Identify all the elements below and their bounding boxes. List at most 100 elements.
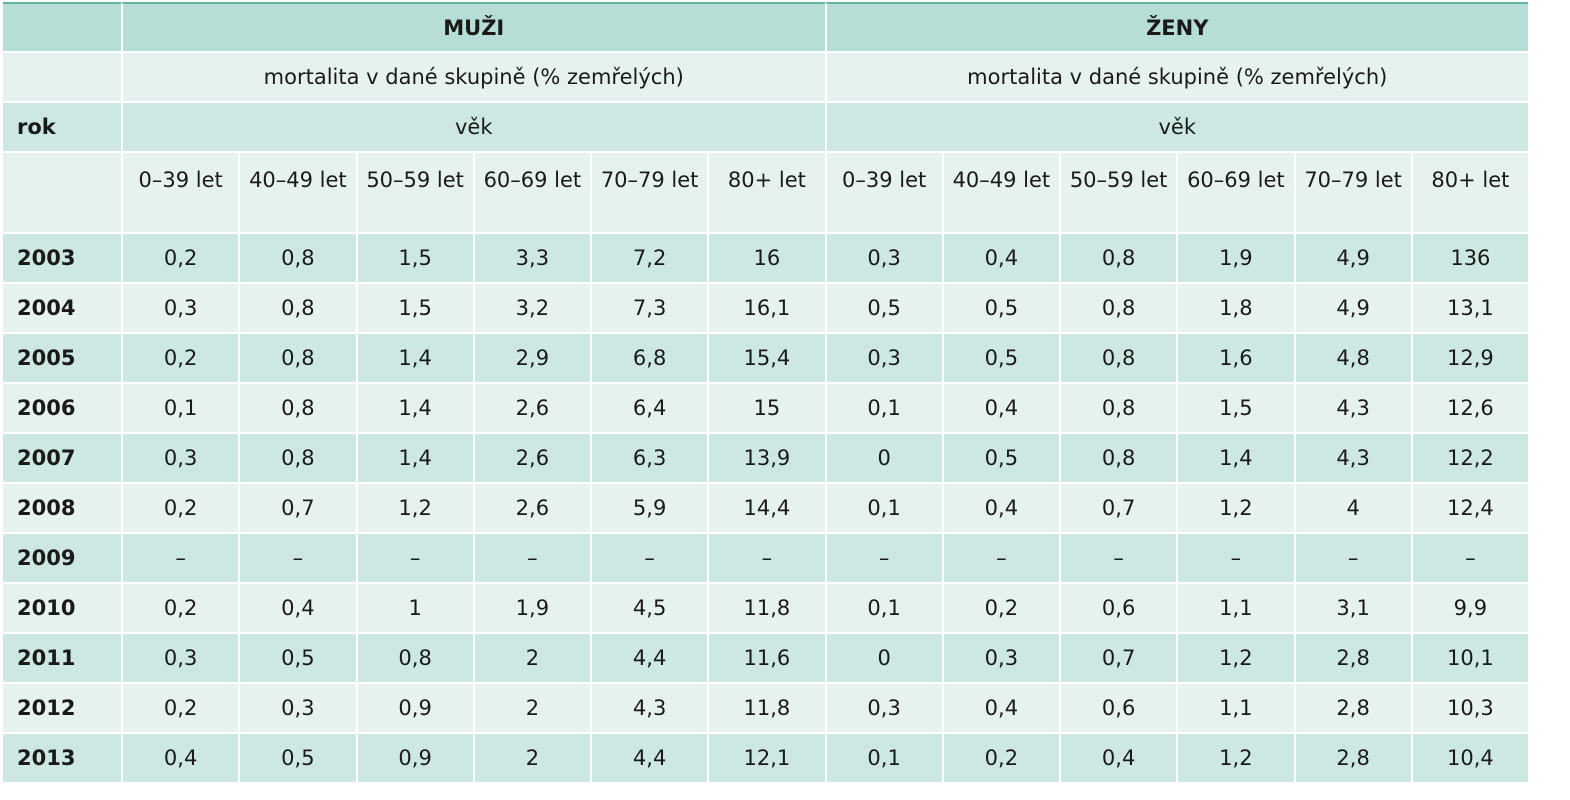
- mortality-table: MUŽI ŽENY mortalita v dané skupině (% ze…: [3, 2, 1528, 784]
- value-cell-zeny: 4,9: [1293, 284, 1411, 334]
- value-cell-muzi: 1,2: [355, 484, 473, 534]
- value-cell-muzi: 0,4: [238, 584, 356, 634]
- value-cell-muzi: 0,5: [238, 634, 356, 684]
- year-cell: 2004: [3, 284, 121, 334]
- value-cell-muzi: –: [472, 534, 590, 584]
- age-group-cell: 60–69 let: [1176, 153, 1294, 234]
- value-cell-muzi: –: [238, 534, 356, 584]
- value-cell-zeny: 0,6: [1059, 584, 1177, 634]
- value-cell-zeny: 0,5: [941, 334, 1059, 384]
- value-cell-zeny: 10,3: [1410, 684, 1528, 734]
- value-cell-zeny: 10,1: [1410, 634, 1528, 684]
- year-cell: 2007: [3, 434, 121, 484]
- value-cell-muzi: 0,4: [121, 734, 239, 784]
- value-cell-zeny: 0,2: [941, 734, 1059, 784]
- value-cell-zeny: 0: [824, 434, 942, 484]
- year-cell: 2013: [3, 734, 121, 784]
- age-header-row: rok věk věk: [3, 103, 1528, 153]
- value-cell-muzi: 11,6: [707, 634, 825, 684]
- value-cell-muzi: 2,9: [472, 334, 590, 384]
- value-cell-muzi: 6,4: [590, 384, 708, 434]
- value-cell-zeny: 2,8: [1293, 684, 1411, 734]
- value-cell-muzi: 3,3: [472, 234, 590, 284]
- value-cell-muzi: 1,4: [355, 384, 473, 434]
- table-row: 2011 0,3 0,5 0,8 2 4,4 11,6 0 0,3 0,7 1,2 2,8 10,1: [3, 634, 1528, 684]
- value-cell-zeny: 0,8: [1059, 284, 1177, 334]
- value-cell-muzi: 0,8: [238, 434, 356, 484]
- value-cell-zeny: –: [824, 534, 942, 584]
- value-cell-muzi: 4,4: [590, 734, 708, 784]
- value-cell-zeny: 0,3: [941, 634, 1059, 684]
- value-cell-zeny: –: [1176, 534, 1294, 584]
- value-cell-muzi: 7,3: [590, 284, 708, 334]
- empty-cell: [3, 153, 121, 234]
- value-cell-muzi: 16: [707, 234, 825, 284]
- value-cell-zeny: 1,6: [1176, 334, 1294, 384]
- age-group-cell: 50–59 let: [355, 153, 473, 234]
- value-cell-zeny: 1,2: [1176, 734, 1294, 784]
- value-cell-zeny: 4,3: [1293, 434, 1411, 484]
- table-row: 2008 0,2 0,7 1,2 2,6 5,9 14,4 0,1 0,4 0,7 1,2 4 12,4: [3, 484, 1528, 534]
- value-cell-muzi: 0,7: [238, 484, 356, 534]
- value-cell-muzi: 2,6: [472, 384, 590, 434]
- value-cell-muzi: 0,2: [121, 484, 239, 534]
- year-cell: 2005: [3, 334, 121, 384]
- table-body: MUŽI ŽENY mortalita v dané skupině (% ze…: [3, 2, 1528, 784]
- age-header-muzi: věk: [121, 103, 825, 153]
- value-cell-zeny: 12,4: [1410, 484, 1528, 534]
- table-row: 2005 0,2 0,8 1,4 2,9 6,8 15,4 0,3 0,5 0,8 1,6 4,8 12…: [3, 334, 1528, 384]
- group-header-row: MUŽI ŽENY: [3, 2, 1528, 53]
- value-cell-zeny: 12,2: [1410, 434, 1528, 484]
- value-cell-muzi: 2: [472, 634, 590, 684]
- value-cell-zeny: 1,8: [1176, 284, 1294, 334]
- group-header-zeny: ŽENY: [824, 2, 1528, 53]
- age-group-cell: 60–69 let: [472, 153, 590, 234]
- group-header-muzi: MUŽI: [121, 2, 825, 53]
- value-cell-zeny: 0: [824, 634, 942, 684]
- value-cell-muzi: 15: [707, 384, 825, 434]
- value-cell-muzi: 1,5: [355, 284, 473, 334]
- value-cell-zeny: 0,5: [941, 284, 1059, 334]
- value-cell-muzi: 0,3: [238, 684, 356, 734]
- age-group-cell: 40–49 let: [238, 153, 356, 234]
- value-cell-zeny: 0,8: [1059, 234, 1177, 284]
- value-cell-zeny: 0,8: [1059, 384, 1177, 434]
- value-cell-zeny: 0,5: [941, 434, 1059, 484]
- value-cell-muzi: 14,4: [707, 484, 825, 534]
- empty-cell: [3, 53, 121, 103]
- table-row: 2006 0,1 0,8 1,4 2,6 6,4 15 0,1 0,4 0,8 1,5 4,3 12,6: [3, 384, 1528, 434]
- value-cell-muzi: 0,9: [355, 734, 473, 784]
- value-cell-zeny: 0,6: [1059, 684, 1177, 734]
- metric-header-muzi: mortalita v dané skupině (% zemřelých): [121, 53, 825, 103]
- value-cell-zeny: 0,1: [824, 584, 942, 634]
- value-cell-muzi: 4,5: [590, 584, 708, 634]
- value-cell-zeny: 0,3: [824, 234, 942, 284]
- value-cell-zeny: 0,2: [941, 584, 1059, 634]
- value-cell-muzi: 1,5: [355, 234, 473, 284]
- value-cell-muzi: 0,3: [121, 434, 239, 484]
- value-cell-muzi: 16,1: [707, 284, 825, 334]
- value-cell-zeny: 13,1: [1410, 284, 1528, 334]
- value-cell-zeny: 1,4: [1176, 434, 1294, 484]
- value-cell-zeny: 2,8: [1293, 634, 1411, 684]
- value-cell-muzi: –: [121, 534, 239, 584]
- value-cell-zeny: –: [941, 534, 1059, 584]
- value-cell-muzi: 13,9: [707, 434, 825, 484]
- year-cell: 2010: [3, 584, 121, 634]
- value-cell-muzi: 1,4: [355, 334, 473, 384]
- table-row: 2012 0,2 0,3 0,9 2 4,3 11,8 0,3 0,4 0,6 1,1 2,8 10,3: [3, 684, 1528, 734]
- value-cell-zeny: 0,1: [824, 384, 942, 434]
- age-group-cell: 70–79 let: [590, 153, 708, 234]
- age-group-row: 0–39 let 40–49 let 50–59 let 60–69 let 7…: [3, 153, 1528, 234]
- year-cell: 2011: [3, 634, 121, 684]
- value-cell-zeny: 0,4: [1059, 734, 1177, 784]
- value-cell-zeny: 1,9: [1176, 234, 1294, 284]
- value-cell-muzi: 1,4: [355, 434, 473, 484]
- table-row: 2004 0,3 0,8 1,5 3,2 7,3 16,1 0,5 0,5 0,8 1,8 4,9 13…: [3, 284, 1528, 334]
- metric-header-zeny: mortalita v dané skupině (% zemřelých): [824, 53, 1528, 103]
- age-group-cell: 80+ let: [1410, 153, 1528, 234]
- value-cell-zeny: 12,9: [1410, 334, 1528, 384]
- value-cell-muzi: 15,4: [707, 334, 825, 384]
- value-cell-muzi: 0,2: [121, 584, 239, 634]
- value-cell-zeny: 3,1: [1293, 584, 1411, 634]
